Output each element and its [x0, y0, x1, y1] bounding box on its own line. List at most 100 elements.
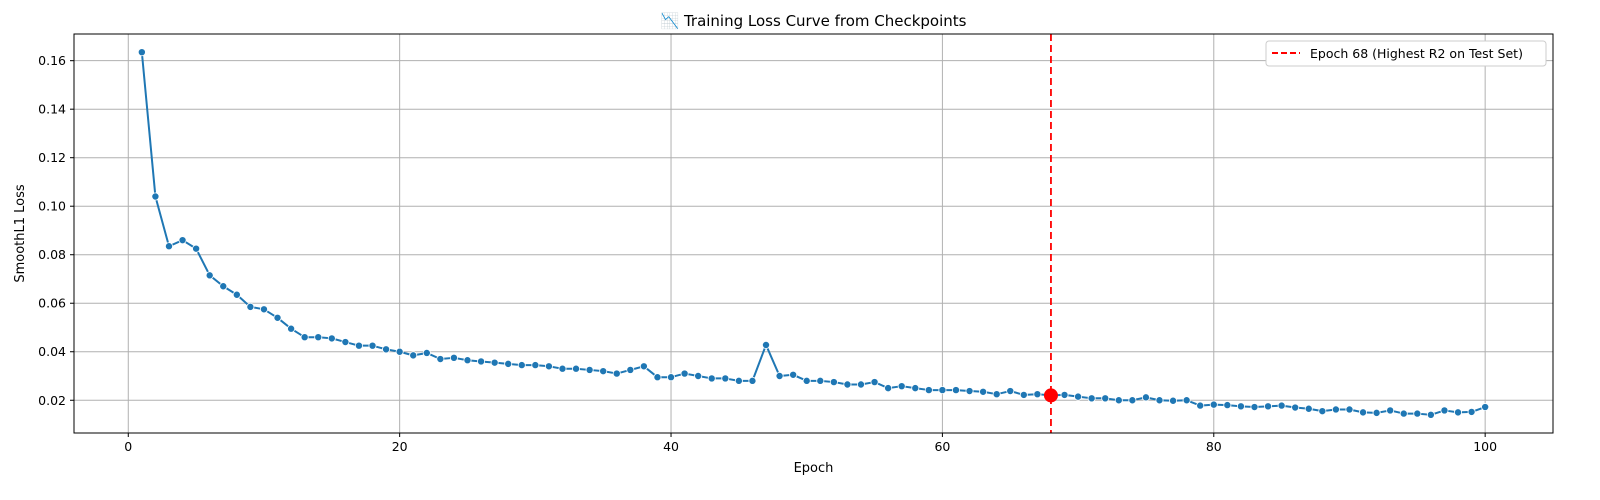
x-tick-label: 0 [124, 439, 132, 454]
loss-point [856, 380, 865, 389]
loss-point [667, 373, 676, 382]
plot-frame [73, 33, 1554, 434]
loss-point [436, 355, 445, 364]
loss-point [1264, 402, 1273, 411]
loss-point [653, 373, 662, 382]
loss-point [1019, 390, 1028, 399]
loss-point [897, 382, 906, 391]
x-tick-label: 20 [392, 439, 408, 454]
loss-point [1318, 407, 1327, 416]
loss-point [979, 387, 988, 396]
loss-point [219, 282, 228, 291]
loss-point [572, 364, 581, 373]
loss-point [1196, 401, 1205, 410]
loss-point [531, 361, 540, 370]
loss-point [585, 365, 594, 374]
x-tick-label: 60 [934, 439, 950, 454]
loss-point [137, 48, 146, 57]
y-tick-label: 0.14 [38, 102, 66, 117]
loss-point [1291, 403, 1300, 412]
loss-point [409, 351, 418, 360]
legend: Epoch 68 (Highest R2 on Test Set) [1265, 40, 1547, 67]
loss-point [680, 369, 689, 378]
x-axis-label: Epoch [794, 461, 834, 476]
loss-point [558, 364, 567, 373]
x-tick-label: 80 [1206, 439, 1222, 454]
loss-point [1209, 400, 1218, 409]
loss-point [884, 384, 893, 393]
loss-point [789, 370, 798, 379]
loss-point [368, 341, 377, 350]
loss-point [951, 386, 960, 395]
loss-point [938, 386, 947, 395]
loss-point [816, 376, 825, 385]
loss-point [314, 333, 323, 342]
loss-point [1440, 406, 1449, 415]
best-epoch-highlight [1043, 34, 1058, 433]
loss-point [1413, 409, 1422, 418]
y-axis-ticks: 0.02 0.04 0.06 0.08 0.10 0.12 0.14 0.16 [38, 53, 74, 408]
y-tick-label: 0.02 [38, 393, 66, 408]
legend-label: Epoch 68 (Highest R2 on Test Set) [1310, 46, 1523, 61]
loss-point [992, 390, 1001, 399]
loss-series [137, 48, 1490, 419]
loss-point [1359, 408, 1368, 417]
loss-point [965, 387, 974, 396]
loss-point [802, 376, 811, 385]
x-tick-label: 100 [1473, 439, 1497, 454]
loss-point [1006, 387, 1015, 396]
x-tick-label: 40 [663, 439, 679, 454]
loss-point [1182, 396, 1191, 405]
loss-point [395, 347, 404, 356]
loss-point [1372, 408, 1381, 417]
loss-point [1033, 390, 1042, 399]
loss-point [1250, 403, 1259, 412]
loss-point [192, 244, 201, 253]
loss-point [1155, 396, 1164, 405]
x-axis-ticks: 0 20 40 60 80 100 [124, 433, 1497, 454]
loss-point [1169, 396, 1178, 405]
loss-line [140, 52, 1486, 416]
loss-point [1386, 406, 1395, 415]
loss-point [1223, 401, 1232, 410]
loss-point [178, 236, 187, 245]
loss-point [911, 384, 920, 393]
grid [74, 34, 1553, 433]
loss-point [1087, 394, 1096, 403]
loss-point [382, 345, 391, 354]
loss-point [246, 302, 255, 311]
loss-point [449, 353, 458, 362]
loss-point [463, 356, 472, 365]
loss-point [734, 376, 743, 385]
loss-point [829, 378, 838, 387]
loss-point [259, 305, 268, 314]
loss-point [1074, 392, 1083, 401]
loss-point [300, 333, 309, 342]
loss-point [287, 324, 296, 333]
loss-point [762, 340, 771, 349]
loss-point [639, 362, 648, 371]
loss-point [1236, 402, 1245, 411]
loss-point [748, 376, 757, 385]
y-tick-label: 0.16 [38, 53, 66, 68]
y-tick-label: 0.04 [38, 344, 66, 359]
loss-point [1141, 393, 1150, 402]
loss-point [707, 374, 716, 383]
loss-point [1426, 410, 1435, 419]
loss-point [151, 192, 160, 201]
loss-point [1128, 396, 1137, 405]
loss-point [517, 361, 526, 370]
chart-title: 📉 Training Loss Curve from Checkpoints [661, 12, 967, 30]
y-tick-label: 0.08 [38, 247, 66, 262]
loss-point [354, 341, 363, 350]
legend-box [1265, 40, 1547, 67]
best-epoch-marker [1043, 388, 1058, 403]
loss-point [1304, 404, 1313, 413]
loss-point [843, 380, 852, 389]
loss-point [870, 378, 879, 387]
y-tick-label: 0.10 [38, 199, 66, 214]
loss-point [1114, 396, 1123, 405]
loss-point [273, 313, 282, 322]
loss-point [1454, 408, 1463, 417]
